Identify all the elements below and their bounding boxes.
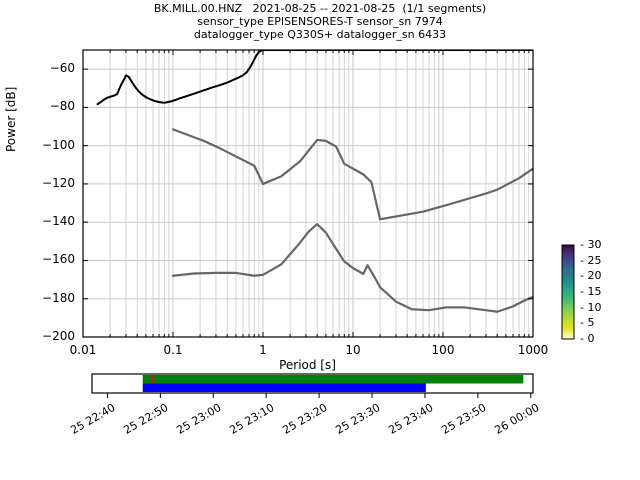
x-tick-label: 10 (345, 343, 361, 357)
colorbar-tick-label: - 0 (580, 332, 595, 345)
y-tick-label: −60 (49, 61, 75, 76)
x-axis-label: Period [s] (279, 358, 336, 372)
colorbar-tick-label: - 25 (580, 253, 602, 267)
y-tick-label: −160 (42, 252, 75, 267)
title-line-1: BK.MILL.00.HNZ 2021-08-25 -- 2021-08-25 … (153, 2, 487, 15)
x-tick-label: 100 (431, 343, 455, 357)
y-tick-label: −80 (49, 99, 75, 114)
title-line-3: datalogger_type Q330S+ datalogger_sn 643… (193, 28, 447, 41)
y-tick-label: −140 (42, 214, 75, 229)
colorbar-tick-label: - 30 (580, 238, 602, 251)
x-tick-label: 0.01 (69, 343, 97, 357)
colorbar (561, 244, 575, 340)
y-tick-label: −120 (42, 175, 75, 190)
colorbar-tick-label: - 5 (580, 316, 595, 330)
plot-title: BK.MILL.00.HNZ 2021-08-25 -- 2021-08-25 … (0, 2, 640, 41)
timeline-availability-bar[interactable] (0, 370, 640, 410)
title-line-2: sensor_type EPISENSORES-T sensor_sn 7974 (197, 15, 443, 28)
colorbar-tick-label: - 10 (580, 300, 602, 314)
colorbar-tick-label: - 15 (580, 285, 602, 298)
y-tick-label: −180 (42, 290, 75, 305)
y-tick-label: −100 (42, 137, 75, 152)
x-tick-label: 1 (259, 343, 267, 357)
colorbar-tick-label: - 20 (580, 269, 602, 283)
x-tick-label: 1000 (517, 343, 549, 357)
y-tick-label: −200 (42, 329, 75, 343)
psd-chart-canvas (82, 49, 534, 338)
x-tick-label: 0.1 (163, 343, 183, 357)
